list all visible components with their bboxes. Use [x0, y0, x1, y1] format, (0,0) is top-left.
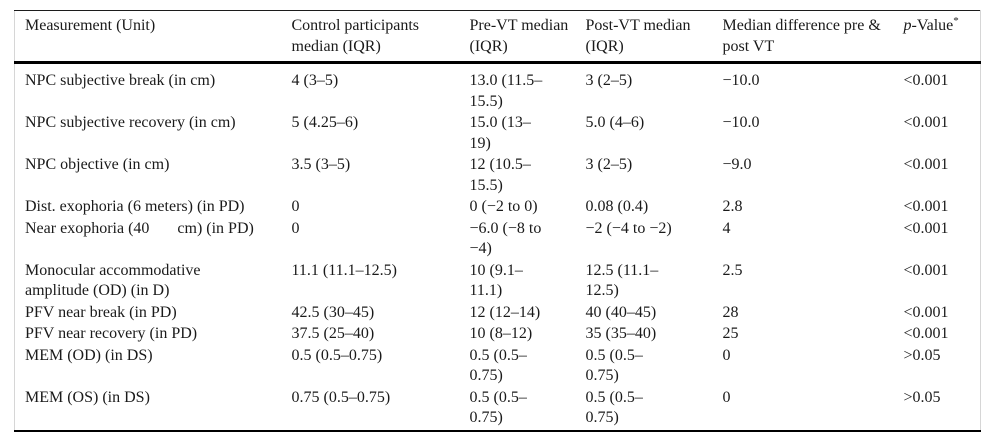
difference-cell: 0: [722, 388, 731, 406]
p-value-footnote-asterisk: *: [953, 15, 959, 27]
col-header-pre-vt: Pre-VT median (IQR): [469, 10, 586, 64]
control-cell: 4 (3–5): [291, 72, 339, 89]
col-header-post-vt: Post-VT median (IQR): [585, 10, 723, 64]
control-cell: 5 (4.25–6): [291, 114, 359, 131]
p-value-cell: >0.05: [903, 388, 941, 406]
pre-vt-cell: 0.5 (0.5– 0.75): [469, 346, 527, 385]
measurement-cell: PFV near recovery (in PD): [25, 325, 198, 342]
post-vt-cell: 3 (2–5): [585, 156, 633, 173]
control-cell: 0: [291, 198, 300, 215]
difference-cell: −10.0: [722, 72, 760, 89]
difference-cell: 2.8: [722, 198, 743, 215]
post-vt-cell: 35 (35–40): [585, 325, 657, 342]
measurement-cell: MEM (OD) (in DS): [25, 346, 153, 364]
post-vt-cell: 5.0 (4–6): [585, 114, 645, 131]
post-vt-cell: 0.08 (0.4): [585, 198, 649, 215]
pre-vt-cell: 10 (8–12): [469, 325, 533, 342]
p-value-cell: <0.001: [903, 198, 949, 215]
p-value-cell: <0.001: [903, 325, 949, 342]
p-value-cell: <0.001: [903, 156, 949, 173]
pre-vt-cell: 13.0 (11.5– 15.5): [469, 72, 543, 110]
post-vt-cell: −2 (−4 to −2): [585, 219, 672, 237]
table-row: MEM (OD) (in DS) 0.5 (0.5–0.75) 0.5 (0.5…: [15, 346, 981, 388]
table-row: Dist. exophoria (6 meters) (in PD) 0 0 (…: [15, 197, 981, 219]
table-row: PFV near recovery (in PD) 37.5 (25–40) 1…: [15, 324, 981, 346]
table-row: NPC objective (in cm) 3.5 (3–5) 12 (10.5…: [15, 155, 981, 197]
p-value-cell: <0.001: [903, 303, 949, 321]
post-vt-cell: 0.5 (0.5– 0.75): [585, 346, 643, 385]
measurement-cell: Near exophoria (40 cm) (in PD): [25, 219, 254, 237]
header-row: Measurement (Unit) Control participants …: [14, 10, 981, 64]
p-value-cell: >0.05: [903, 346, 941, 364]
table-row: PFV near break (in PD) 42.5 (30–45) 12 (…: [15, 303, 981, 325]
pre-vt-cell: −6.0 (−8 to −4): [469, 219, 542, 258]
pre-vt-cell: 0 (−2 to 0): [469, 198, 538, 215]
col-header-median-difference: Median difference pre & post VT: [722, 10, 904, 64]
pre-vt-cell: 12 (12–14): [469, 303, 541, 321]
control-cell: 0.75 (0.5–0.75): [291, 388, 391, 406]
table-row: MEM (OS) (in DS) 0.75 (0.5–0.75) 0.5 (0.…: [15, 388, 981, 431]
difference-cell: −9.0: [722, 156, 752, 173]
difference-cell: 28: [722, 303, 739, 321]
measurement-cell: Monocular accommodative amplitude (OD) (…: [25, 261, 201, 300]
p-value-cell: <0.001: [903, 261, 949, 279]
pre-vt-cell: 0.5 (0.5– 0.75): [469, 388, 527, 427]
post-vt-cell: 40 (40–45): [585, 303, 657, 321]
post-vt-cell: 3 (2–5): [585, 72, 633, 89]
table-row: Monocular accommodative amplitude (OD) (…: [15, 261, 981, 303]
table-row: Near exophoria (40 cm) (in PD) 0 −6.0 (−…: [15, 219, 981, 261]
control-cell: 11.1 (11.1–12.5): [291, 261, 397, 279]
col-header-control: Control participants median (IQR): [291, 10, 470, 64]
difference-cell: 2.5: [722, 261, 743, 279]
post-vt-cell: 0.5 (0.5– 0.75): [585, 388, 643, 427]
p-value-cell: <0.001: [903, 72, 949, 89]
post-vt-cell: 12.5 (11.1– 12.5): [585, 261, 659, 300]
pre-vt-cell: 10 (9.1– 11.1): [469, 261, 523, 300]
control-cell: 0.5 (0.5–0.75): [291, 346, 383, 364]
measurement-cell: PFV near break (in PD): [25, 303, 177, 321]
table-row: NPC subjective recovery (in cm) 5 (4.25–…: [15, 113, 981, 155]
p-value-cell: <0.001: [903, 219, 949, 237]
pre-vt-cell: 12 (10.5– 15.5): [469, 156, 531, 194]
pre-vt-cell: 15.0 (13– 19): [469, 114, 531, 152]
p-value-cell: <0.001: [903, 114, 949, 131]
difference-cell: 4: [722, 219, 731, 237]
results-table: Measurement (Unit) Control participants …: [14, 10, 981, 432]
measurement-cell: NPC objective (in cm): [25, 156, 170, 173]
measurement-cell: MEM (OS) (in DS): [25, 388, 150, 406]
difference-cell: 25: [722, 325, 739, 342]
table-body: NPC subjective break (in cm) 4 (3–5) 13.…: [15, 63, 981, 431]
table-row: NPC subjective break (in cm) 4 (3–5) 13.…: [15, 63, 981, 114]
difference-cell: 0: [722, 346, 731, 364]
measurement-cell: NPC subjective recovery (in cm): [25, 114, 236, 131]
control-cell: 0: [291, 219, 300, 237]
p-value-header-rest: -Value: [911, 17, 954, 34]
measurement-cell: NPC subjective break (in cm): [25, 72, 216, 89]
table-header: Measurement (Unit) Control participants …: [14, 10, 981, 64]
difference-cell: −10.0: [722, 114, 760, 131]
control-cell: 3.5 (3–5): [291, 156, 351, 173]
p-value-header-italic: p: [903, 17, 912, 34]
col-header-p-value: p-Value*: [903, 10, 981, 64]
measurement-cell: Dist. exophoria (6 meters) (in PD): [25, 198, 245, 215]
control-cell: 37.5 (25–40): [291, 325, 375, 342]
control-cell: 42.5 (30–45): [291, 303, 375, 321]
col-header-measurement: Measurement (Unit): [14, 10, 292, 64]
